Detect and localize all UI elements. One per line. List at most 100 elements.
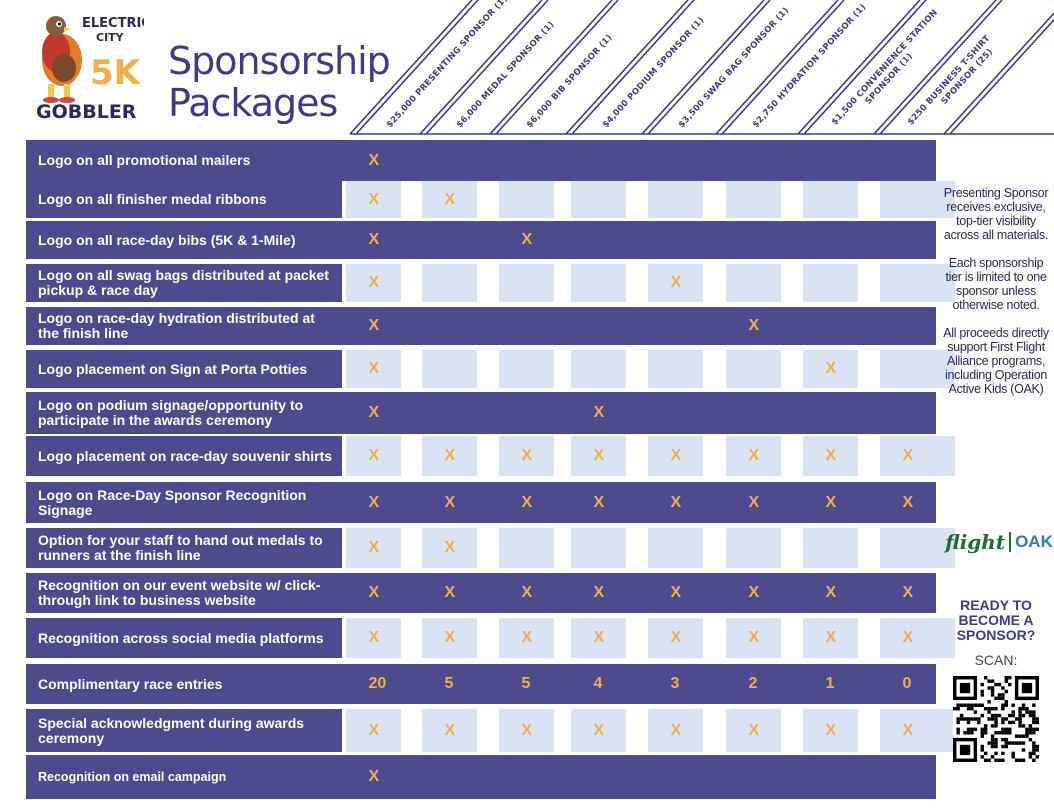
benefit-label-cell: Logo on all swag bags distributed at pac… (26, 264, 342, 302)
tier-cell (422, 221, 497, 259)
qr-code-icon[interactable] (952, 676, 1040, 762)
header-divider (571, 0, 695, 135)
tier-cell: X (902, 584, 914, 601)
header-divider (355, 0, 479, 135)
tier-cell: X (346, 350, 421, 388)
header-divider (425, 0, 549, 135)
benefit-label: Recognition on our event website w/ clic… (38, 577, 321, 608)
tier-cell (648, 350, 723, 388)
tier-cell: X (748, 317, 760, 334)
cta-text: READY TO BECOME A SPONSOR? (956, 597, 1036, 643)
tier-cell (571, 307, 646, 345)
tier-cell (880, 528, 955, 568)
table-row: Recognition on our event website w/ clic… (26, 573, 936, 613)
benefit-label: Complimentary race entries (38, 675, 223, 692)
benefit-label-cell: Recognition on email campaign (26, 755, 342, 799)
tier-cell (648, 307, 723, 345)
tier-cell: X (444, 584, 456, 601)
tier-cell: X (648, 709, 723, 752)
side-note-presenting: Presenting Sponsor receives exclusive, t… (943, 186, 1049, 242)
benefit-label: Logo on all promotional mailers (38, 152, 251, 168)
table-row: Logo on Race-Day Sponsor Recognition Sig… (26, 482, 936, 523)
table-row: Logo on all finisher medal ribbons X X (26, 181, 955, 218)
title-line-2: Packages (168, 81, 338, 125)
table-row: Recognition on email campaign X (26, 755, 936, 799)
tier-cell (499, 140, 574, 181)
tier-cell (571, 755, 646, 799)
tier-cell (726, 755, 801, 799)
header-divider (489, 0, 613, 135)
oak-logo: OAK (1009, 532, 1053, 552)
tier-cell: X (499, 436, 574, 476)
tier-cell: X (368, 493, 380, 511)
tier-cell (880, 755, 935, 799)
tier-cell (499, 528, 574, 568)
tier-cell: 5 (444, 675, 454, 692)
tier-cell: X (593, 493, 605, 511)
tier-cell: X (726, 436, 801, 476)
header-divider (721, 0, 845, 135)
tier-cell (648, 528, 723, 568)
tier-cell (422, 755, 497, 799)
tier-cell: X (880, 618, 955, 658)
tier-cell (880, 307, 935, 345)
header-divider (349, 0, 473, 135)
tier-cell: X (346, 618, 421, 658)
header-divider (879, 0, 1003, 135)
svg-text:ELECTRIC: ELECTRIC (82, 16, 144, 31)
tier-cell: X (521, 231, 533, 248)
tier-cell: X (803, 350, 878, 388)
tier-cell: X (521, 493, 533, 511)
tier-cell (880, 350, 955, 388)
tier-cell: X (521, 584, 533, 601)
tier-cell: X (880, 709, 955, 752)
header-divider (715, 0, 839, 135)
side-panel: Presenting Sponsor receives exclusive, t… (940, 186, 1052, 410)
tier-cell: 0 (902, 675, 912, 692)
benefit-label-cell: Option for your staff to hand out medals… (26, 528, 342, 568)
table-row: Special acknowledgment during awards cer… (26, 709, 955, 752)
tier-cell: X (422, 528, 497, 568)
benefit-label-cell: Logo on race-day hydration distributed a… (26, 307, 342, 345)
tier-cell (803, 755, 878, 799)
tier-cell: X (346, 181, 421, 218)
tier-cell: X (748, 584, 760, 601)
tier-cell: X (571, 709, 646, 752)
tier-cell (648, 755, 723, 799)
tier-cell (648, 392, 723, 434)
tier-cell (571, 528, 646, 568)
tier-cell: X (648, 618, 723, 658)
tier-cell: X (803, 436, 878, 476)
tier-cell (648, 181, 723, 218)
tier-cell (803, 264, 878, 302)
header-divider (803, 0, 927, 135)
tier-cell (726, 181, 801, 218)
tier-cell: X (346, 528, 421, 568)
tier-cell (803, 528, 878, 568)
tier-cell (499, 307, 574, 345)
tier-cell: X (803, 709, 878, 752)
header-divider (797, 0, 921, 135)
tier-cell: X (346, 436, 421, 476)
tier-cell: X (422, 181, 497, 218)
tier-cell: X (346, 709, 421, 752)
tier-cell (422, 264, 497, 302)
tier-cell (422, 350, 497, 388)
header-divider (565, 0, 689, 135)
tier-cell: X (499, 618, 574, 658)
tier-cell (726, 392, 801, 434)
benefit-label: Logo on podium signage/opportunity to pa… (38, 397, 304, 428)
tier-cell: 20 (368, 675, 387, 692)
tier-cell (880, 140, 935, 181)
tier-cell: X (825, 584, 837, 601)
table-row: Recognition across social media platform… (26, 618, 955, 658)
tier-cell (648, 221, 723, 259)
benefit-label-cell: Logo on Race-Day Sponsor Recognition Sig… (26, 482, 342, 523)
electric-city-5k-gobbler-logo: ELECTRIC CITY 5K GOBBLER (36, 16, 144, 122)
tier-cell: 2 (748, 675, 758, 692)
benefit-label: Option for your staff to hand out medals… (38, 532, 323, 563)
tier-cell (571, 140, 646, 181)
tier-cell: X (880, 436, 955, 476)
benefit-label: Special acknowledgment during awards cer… (38, 714, 305, 746)
tier-cell (880, 264, 955, 302)
